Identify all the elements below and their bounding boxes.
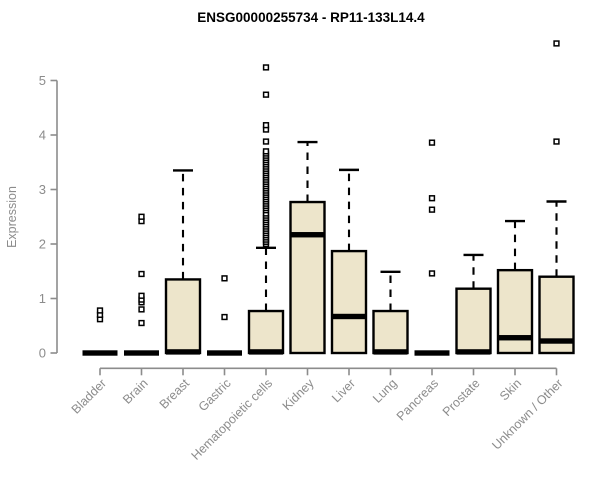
boxplot-group-lung bbox=[372, 270, 409, 355]
boxplot-group-gastric bbox=[207, 275, 242, 356]
outlier-point bbox=[138, 319, 145, 327]
box bbox=[496, 268, 534, 355]
plot-area: 0 1 2 3 4 5 Bladder Brain Breast GastricHematopoi… bbox=[39, 40, 575, 463]
median-line bbox=[456, 349, 491, 355]
chart-title: ENSG00000255734 - RP11-133L14.4 bbox=[197, 10, 425, 25]
box bbox=[455, 287, 492, 355]
x-tick-label-unknown-other: Unknown / Other bbox=[489, 376, 565, 452]
y-tick-label: 2 bbox=[39, 237, 46, 252]
outlier-point bbox=[96, 307, 104, 314]
outlier-point bbox=[221, 313, 228, 321]
x-tick-label-liver: Liver bbox=[329, 376, 358, 405]
median-line bbox=[290, 232, 325, 238]
y-tick-label: 4 bbox=[39, 128, 46, 143]
boxplot-group-brain bbox=[124, 213, 159, 356]
boxplot-group-bladder bbox=[82, 307, 118, 356]
box bbox=[372, 309, 409, 355]
y-tick-label: 5 bbox=[39, 73, 46, 88]
outlier-point bbox=[262, 138, 270, 145]
x-tick-label-bladder: Bladder bbox=[69, 376, 109, 416]
x-tick-label-lung: Lung bbox=[370, 376, 400, 406]
y-axis-title: Expression bbox=[5, 186, 19, 248]
outlier-point bbox=[553, 138, 560, 145]
outlier-point bbox=[138, 213, 145, 220]
median-line bbox=[539, 338, 574, 344]
outlier-point bbox=[553, 40, 560, 47]
box bbox=[289, 200, 326, 355]
outlier-point bbox=[428, 270, 436, 277]
outlier-point bbox=[428, 206, 436, 213]
collapsed-box-median bbox=[207, 350, 242, 356]
y-tick-label: 1 bbox=[39, 291, 46, 306]
x-tick-label-brain: Brain bbox=[120, 376, 151, 407]
boxplot-group-kidney bbox=[289, 140, 326, 355]
median-line bbox=[373, 349, 408, 355]
outlier-point bbox=[138, 292, 145, 299]
outlier-point bbox=[428, 195, 436, 202]
x-tick-label-breast: Breast bbox=[157, 376, 193, 412]
y-tick-label: 3 bbox=[39, 182, 46, 197]
x-tick-label-prostate: Prostate bbox=[440, 376, 483, 419]
outlier-point bbox=[138, 306, 145, 313]
median-line bbox=[166, 349, 200, 355]
x-tick-label-kidney: Kidney bbox=[280, 376, 317, 413]
outlier-point bbox=[138, 270, 145, 278]
outlier-point bbox=[262, 122, 270, 129]
x-tick-label-hematopoietic-cells: Hematopoietic cells bbox=[189, 376, 276, 463]
median-line bbox=[249, 349, 283, 355]
boxplot-group-liver bbox=[330, 168, 368, 355]
outlier-point bbox=[221, 275, 228, 282]
y-tick-label: 0 bbox=[39, 346, 46, 361]
box bbox=[330, 249, 368, 355]
median-line bbox=[332, 313, 366, 320]
boxplot-group-skin bbox=[496, 219, 534, 355]
collapsed-box-median bbox=[414, 350, 450, 356]
outlier-point bbox=[262, 148, 270, 155]
x-tick-label-skin: Skin bbox=[497, 376, 524, 403]
boxplot-group-hematopoietic-cells bbox=[247, 64, 285, 355]
boxplot-group-unknown-other bbox=[538, 40, 575, 355]
boxplot-group-prostate bbox=[455, 253, 492, 355]
box bbox=[164, 278, 202, 355]
x-tick-label-pancreas: Pancreas bbox=[394, 376, 441, 423]
outlier-point bbox=[262, 64, 270, 71]
outlier-point bbox=[428, 139, 436, 146]
collapsed-box-median bbox=[82, 350, 118, 356]
outlier-point bbox=[262, 91, 270, 98]
median-line bbox=[498, 335, 532, 341]
boxplot-group-pancreas bbox=[414, 139, 450, 356]
x-tick-label-gastric: Gastric bbox=[196, 376, 234, 414]
collapsed-box-median bbox=[124, 350, 159, 356]
box bbox=[247, 309, 285, 355]
boxplot-group-breast bbox=[164, 169, 202, 355]
